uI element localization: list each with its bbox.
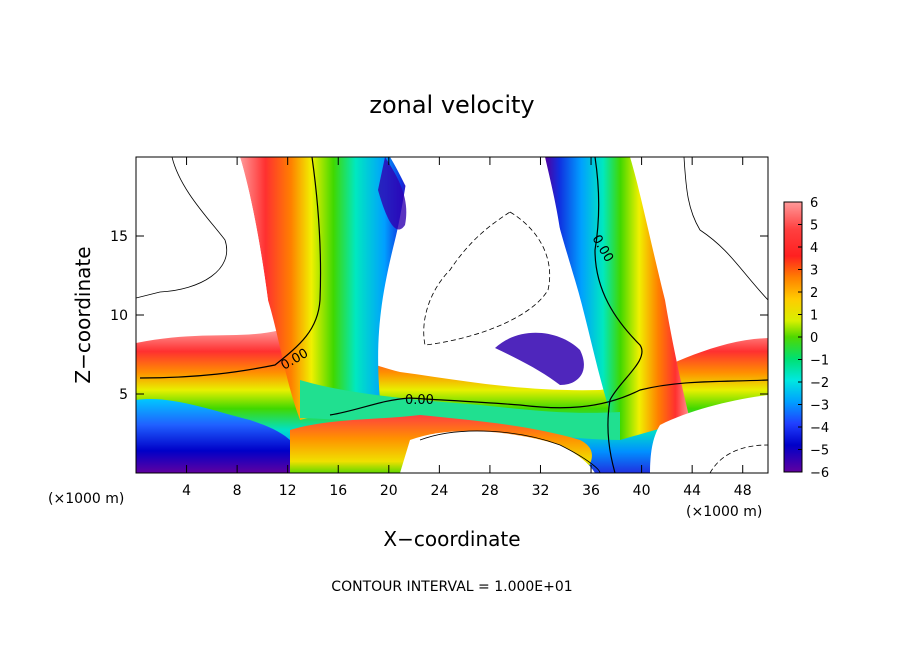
colorbar-ticks: 6 5 4 3 2 1 0 −1 −2 −3 −4 −5 −6: [798, 196, 829, 481]
x-tick-label: 4: [182, 483, 191, 499]
colorbar-tick-label: 1: [810, 309, 818, 324]
x-tick-label: 28: [481, 483, 499, 499]
x-tick-label: 8: [233, 483, 242, 499]
contour-interval-text: CONTOUR INTERVAL = 1.000E+01: [331, 579, 572, 595]
field-white-bottom-center: [400, 430, 595, 473]
field-left-plume: [240, 157, 410, 420]
field-bottom-cold: [136, 399, 310, 473]
field-white-upper-left: [136, 157, 268, 340]
colorbar-tick-label: −4: [810, 421, 829, 436]
zero-contour-middle: [329, 379, 768, 416]
field-white-bottom-right: [650, 395, 768, 473]
colorbar-tick-label: −3: [810, 399, 829, 414]
y-tick-label: 15: [110, 229, 128, 245]
y-tick-label: 10: [110, 308, 128, 324]
field-white-center: [390, 157, 564, 340]
colorbar-tick-label: 0: [810, 331, 818, 346]
x-tick-label: 12: [279, 483, 297, 499]
colorbar-tick-label: −6: [810, 466, 829, 481]
zero-contour-right: [594, 157, 643, 473]
field-indigo-upper: [378, 157, 407, 230]
y-tick-label: 5: [119, 387, 128, 403]
contour-upper-left: [136, 157, 228, 299]
x-tick-label: 40: [633, 483, 651, 499]
y-axis-ticks: 5 10 15: [110, 229, 768, 403]
x-unit-left: (×1000 m): [48, 491, 124, 507]
colorbar-tick-label: −1: [810, 354, 829, 369]
field-white-upper-right: [640, 157, 768, 339]
x-tick-label: 24: [430, 483, 448, 499]
colorbar-tick-label: 4: [810, 241, 818, 256]
chart-title: zonal velocity: [369, 91, 534, 119]
velocity-field: [136, 157, 768, 473]
x-tick-label: 44: [683, 483, 701, 499]
colorbar-tick-label: 6: [810, 196, 818, 211]
field-right-plume: [545, 157, 690, 440]
contour-bottom: [419, 430, 601, 473]
field-indigo-middle: [495, 332, 584, 385]
x-tick-label: 16: [329, 483, 347, 499]
field-corridor: [300, 380, 620, 440]
contour-dashed-bottom-right: [709, 444, 768, 473]
x-tick-label: 48: [734, 483, 752, 499]
x-tick-label: 36: [582, 483, 600, 499]
x-tick-label: 32: [532, 483, 550, 499]
y-axis-label: Z−coordinate: [71, 246, 95, 383]
x-unit-right: (×1000 m): [686, 504, 762, 520]
x-axis-label: X−coordinate: [383, 527, 520, 551]
zero-contour-left: [139, 157, 322, 379]
colorbar-tick-label: −5: [810, 444, 829, 459]
colorbar: 6 5 4 3 2 1 0 −1 −2 −3 −4 −5 −6: [783, 196, 829, 481]
colorbar-tick-label: 5: [810, 219, 818, 234]
colorbar-tick-label: −2: [810, 376, 829, 391]
x-axis-ticks: 4 8 12 16 20 24 28 32 36 40 44 48: [182, 157, 752, 499]
contour-label-middle: 0.00: [405, 393, 434, 408]
colorbar-tick-label: 3: [810, 264, 818, 279]
colorbar-tick-label: 2: [810, 286, 818, 301]
contour-upper-right: [683, 157, 768, 301]
contour-dashed-center: [423, 211, 551, 346]
x-tick-label: 20: [380, 483, 398, 499]
